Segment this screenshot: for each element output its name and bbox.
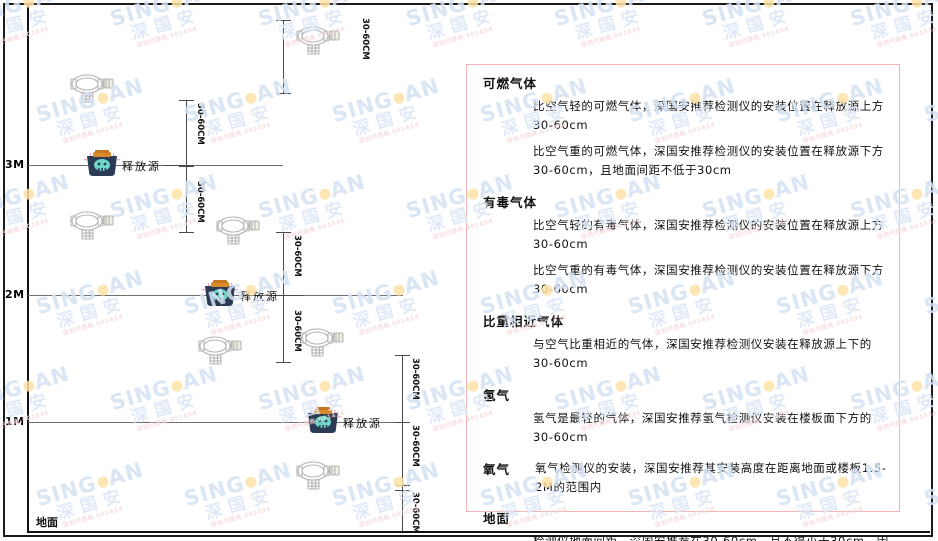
gas-detector-icon: [216, 216, 260, 245]
panel-section-text: 氢气是最轻的气体，深国安推荐氢气检测仪安装在楼板面下方的30-60cm: [533, 411, 872, 444]
release-source-icon: [202, 280, 238, 306]
dimension-line-top: [283, 20, 284, 93]
panel-section-text: 检测仪地面间距，深国安推荐在30-60cm，且不得小于30cm，因为过低容易水溅…: [533, 534, 889, 541]
panel-section-heading: 比重相近气体: [483, 314, 565, 329]
gas-detector-icon: [300, 328, 344, 357]
height-axis: [27, 3, 29, 531]
gas-detector-icon: [198, 336, 242, 365]
panel-section-text: 比空气轻的可燃气体，深国安推荐检测仪的安装位置在释放源上方30-60cm: [533, 99, 884, 132]
panel-section-heading: 地面: [483, 511, 511, 526]
panel-section-heading: 可燃气体: [483, 76, 538, 91]
dimension-label-30-60cm: 30-60CM: [410, 358, 420, 400]
level-line-3m: [28, 165, 283, 166]
gas-detector-icon: [296, 461, 340, 490]
dimension-label-30-60cm: 30-60CM: [195, 181, 205, 223]
gas-detector-icon: [70, 211, 114, 240]
guidance-panel: 可燃气体比空气轻的可燃气体，深国安推荐检测仪的安装位置在释放源上方30-60cm…: [466, 64, 900, 541]
level-line-1m: [28, 422, 403, 423]
panel-section-oxygen: 氧气 氧气检测仪的安装，深国安推荐其安装高度在距离地面或楼板1.5-2M的范围内: [477, 459, 889, 497]
dimension-line-mid: [283, 232, 284, 362]
level-label-2m: 2M: [5, 288, 25, 301]
level-label-3m: 3M: [5, 158, 25, 171]
panel-section-text: 比空气重的有毒气体，深国安推荐检测仪的安装位置在释放源下方30-60cm: [533, 263, 884, 296]
dimension-tick: [179, 100, 194, 101]
release-source-icon: [305, 407, 341, 433]
dimension-tick: [276, 93, 291, 94]
dimension-line-bottom: [402, 355, 403, 531]
dimension-label-30-60cm: 30-60CM: [195, 103, 205, 145]
panel-section-text: 比空气重的可燃气体，深国安推荐检测仪的安装位置在释放源下方30-60cm，且地面…: [533, 144, 884, 177]
dimension-tick: [395, 490, 410, 491]
panel-section-heading: 有毒气体: [483, 195, 538, 210]
gas-detector-icon: [296, 26, 340, 55]
release-source-label: 释放源: [122, 160, 161, 173]
dimension-tick: [179, 166, 194, 167]
dimension-tick: [395, 485, 410, 486]
panel-section-text: 氧气检测仪的安装，深国安推荐其安装高度在距离地面或楼板1.5-2M的范围内: [535, 461, 887, 494]
dimension-label-30-60cm: 30-60CM: [360, 18, 370, 60]
dimension-tick: [276, 362, 291, 363]
panel-section-text: 比空气轻的有毒气体，深国安推荐检测仪的安装位置在释放源上方30-60cm: [533, 218, 884, 251]
dimension-tick: [276, 232, 291, 233]
gas-detector-icon: [70, 74, 114, 103]
panel-section-text: 与空气比重相近的气体，深国安推荐检测仪安装在释放源上下的30-60cm: [533, 337, 872, 370]
dimension-tick: [179, 232, 194, 233]
ground-label: 地面: [36, 516, 58, 529]
leader-line: [281, 295, 303, 296]
level-label-1m: 1M: [5, 415, 25, 428]
panel-section-heading: 氢气: [483, 388, 511, 403]
dimension-label-30-60cm: 30-60CM: [410, 492, 420, 534]
dimension-label-30-60cm: 30-60CM: [410, 425, 420, 467]
dimension-label-30-60cm: 30-60CM: [292, 235, 302, 277]
release-source-icon: [84, 150, 120, 176]
ground-line: [27, 531, 930, 533]
release-source-label: 释放源: [240, 290, 279, 303]
dimension-tick: [395, 422, 410, 423]
leader-line: [163, 165, 193, 166]
release-source-label: 释放源: [343, 417, 382, 430]
panel-section-heading: 氧气: [483, 462, 511, 477]
dimension-tick: [395, 355, 410, 356]
dimension-tick: [276, 20, 291, 21]
